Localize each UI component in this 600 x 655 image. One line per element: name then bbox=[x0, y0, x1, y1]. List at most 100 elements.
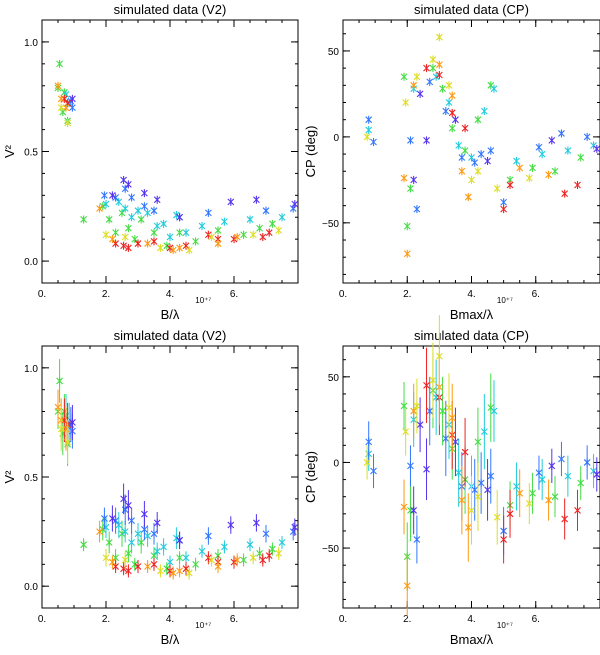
data-point-red bbox=[259, 232, 267, 241]
data-point-blue bbox=[262, 529, 270, 538]
data-point-blue bbox=[150, 529, 158, 538]
data-point-blue bbox=[558, 129, 565, 138]
data-point-yellow bbox=[121, 232, 129, 241]
data-point-red bbox=[182, 564, 190, 573]
data-point-cyan bbox=[468, 153, 475, 162]
data-point-yellow bbox=[474, 167, 482, 176]
data-point-cyan bbox=[198, 222, 206, 231]
data-point-violet bbox=[548, 136, 556, 145]
data-point-cyan bbox=[153, 222, 161, 231]
data-points bbox=[54, 359, 299, 580]
data-point-cyan bbox=[246, 540, 254, 549]
x-tick-label: 2. bbox=[102, 614, 110, 625]
data-point-violet bbox=[253, 195, 260, 204]
data-point-red bbox=[500, 205, 508, 214]
data-point-blue bbox=[558, 455, 565, 464]
data-point-green bbox=[105, 215, 113, 224]
data-point-blue bbox=[407, 136, 414, 145]
data-point-green bbox=[269, 545, 276, 554]
data-point-red bbox=[125, 243, 132, 252]
data-point-yellow bbox=[275, 549, 283, 558]
data-point-cyan bbox=[513, 156, 520, 165]
data-point-orange bbox=[144, 239, 151, 248]
data-point-cyan bbox=[538, 150, 546, 159]
data-point-violet bbox=[125, 180, 132, 189]
data-point-cyan bbox=[246, 215, 254, 224]
data-point-yellow bbox=[402, 98, 410, 107]
data-point-yellow bbox=[64, 438, 71, 447]
data-point-green bbox=[407, 506, 414, 515]
data-point-red bbox=[506, 509, 514, 518]
data-point-green bbox=[176, 228, 183, 237]
x-tick-label: 2. bbox=[403, 289, 411, 300]
data-point-blue bbox=[150, 206, 158, 215]
data-point-yellow bbox=[493, 513, 501, 522]
data-point-orange bbox=[144, 562, 151, 571]
y-tick-label: 50 bbox=[328, 373, 340, 384]
data-point-cyan bbox=[490, 407, 498, 416]
data-point-violet bbox=[141, 189, 148, 198]
data-point-blue bbox=[141, 202, 148, 211]
data-point-green bbox=[80, 540, 87, 549]
data-point-violet bbox=[548, 461, 556, 470]
data-point-orange bbox=[458, 167, 466, 176]
y-tick-label: 0 bbox=[333, 133, 339, 144]
data-point-cyan bbox=[432, 393, 440, 402]
chart-panel-cp_top: simulated data (CP) 0. 2. 4. 6. −50 0 50 10⁺⁷Bma… bbox=[303, 2, 600, 322]
x-axis-label: Bmax/λ bbox=[450, 307, 494, 322]
data-point-green bbox=[131, 235, 139, 244]
data-point-yellow bbox=[102, 553, 110, 562]
data-point-yellow bbox=[363, 458, 371, 467]
data-point-blue bbox=[413, 535, 421, 544]
data-point-green bbox=[529, 489, 536, 498]
data-point-red bbox=[500, 535, 508, 544]
data-point-violet bbox=[120, 175, 127, 184]
data-point-blue bbox=[370, 138, 377, 147]
data-point-cyan bbox=[121, 204, 129, 213]
data-point-green bbox=[551, 167, 559, 176]
data-point-orange bbox=[435, 60, 443, 69]
data-point-red bbox=[561, 514, 569, 523]
data-point-yellow bbox=[208, 555, 215, 564]
data-point-yellow bbox=[249, 553, 257, 562]
data-point-cyan bbox=[115, 197, 123, 206]
data-point-red bbox=[166, 566, 174, 575]
data-point-cyan bbox=[221, 542, 228, 551]
x-tick-label: 0. bbox=[38, 614, 46, 625]
data-point-green bbox=[214, 226, 222, 235]
data-point-cyan bbox=[365, 126, 373, 135]
data-point-blue bbox=[128, 516, 135, 525]
data-point-blue bbox=[101, 191, 108, 200]
y-tick-label: 0.0 bbox=[24, 257, 38, 268]
data-point-orange bbox=[400, 502, 408, 511]
data-point-violet bbox=[109, 514, 116, 523]
data-point-orange bbox=[464, 193, 472, 202]
data-point-yellow bbox=[157, 243, 164, 252]
data-point-violet bbox=[253, 518, 260, 527]
data-point-red bbox=[561, 189, 569, 198]
data-point-orange bbox=[400, 174, 408, 183]
data-point-green bbox=[429, 64, 437, 73]
x-tick-label: 0. bbox=[38, 289, 46, 300]
chart-title: simulated data (CP) bbox=[414, 328, 529, 343]
data-point-red bbox=[574, 506, 581, 515]
data-point-red bbox=[205, 230, 212, 239]
data-point-yellow bbox=[468, 175, 475, 184]
data-point-green bbox=[105, 538, 113, 547]
data-point-green bbox=[163, 564, 171, 573]
x-tick-label: 4. bbox=[467, 614, 475, 625]
data-point-blue bbox=[583, 132, 591, 141]
data-point-green bbox=[137, 215, 145, 224]
data-point-green bbox=[163, 241, 171, 250]
y-tick-label: −50 bbox=[322, 544, 339, 555]
data-point-blue bbox=[477, 478, 485, 487]
x-axis-label: Bmax/λ bbox=[450, 632, 494, 647]
data-point-blue bbox=[442, 434, 450, 443]
data-point-blue bbox=[112, 516, 119, 525]
data-point-red bbox=[112, 239, 119, 248]
data-point-violet bbox=[141, 510, 148, 519]
data-point-violet bbox=[484, 485, 491, 494]
data-point-cyan bbox=[160, 219, 167, 228]
data-point-green bbox=[125, 224, 132, 233]
chart-title: simulated data (V2) bbox=[114, 2, 227, 17]
